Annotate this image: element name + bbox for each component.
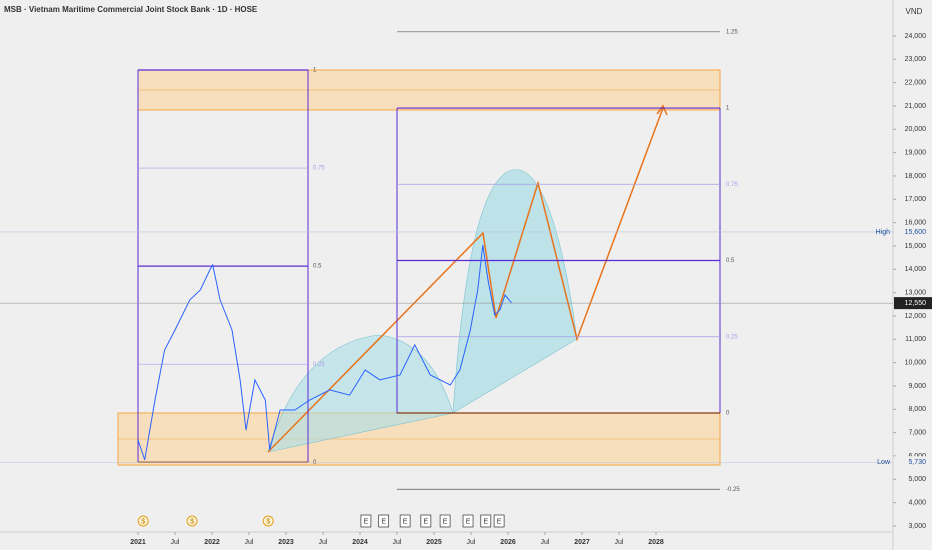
arrow-head (656, 104, 668, 116)
y-tick-label: 3,000 (908, 523, 926, 530)
earnings-marker (462, 514, 474, 528)
earnings-marker (378, 514, 390, 528)
fib-level-label: 0.25 (726, 334, 738, 340)
price-label: 12,550 (905, 300, 927, 307)
price-label-box (894, 225, 932, 238)
earnings-label: E (483, 518, 488, 525)
dividend-marker (137, 515, 149, 527)
y-tick-label: 8,000 (908, 406, 926, 413)
y-tick-label: 23,000 (905, 56, 927, 63)
y-tick-label: 4,000 (908, 499, 926, 506)
x-tick-label: 2023 (278, 539, 294, 546)
x-tick-label: Jul (319, 539, 328, 546)
earnings-marker (399, 514, 411, 528)
y-tick-label: 18,000 (905, 173, 927, 180)
dividend-marker (262, 515, 274, 527)
earnings-label: E (424, 518, 429, 525)
x-tick-label: Jul (393, 539, 402, 546)
price-label: 15,600 (905, 229, 927, 236)
y-tick-label: 12,000 (905, 313, 927, 320)
y-tick-label: 20,000 (905, 126, 927, 133)
projection-path (267, 107, 664, 453)
x-tick-label: 2025 (426, 539, 442, 546)
x-tick-label: Jul (245, 539, 254, 546)
fib-level-label: 0.75 (313, 166, 325, 172)
fib-level-label: 1 (313, 68, 317, 74)
y-tick-label: 16,000 (905, 219, 927, 226)
x-tick-label: 2021 (130, 539, 146, 546)
dividend-label: $ (266, 518, 270, 525)
earnings-marker (493, 514, 505, 528)
y-tick-label: 5,000 (908, 476, 926, 483)
currency-label: VND (906, 7, 923, 16)
dividend-marker (186, 515, 198, 527)
earnings-marker (420, 514, 432, 528)
fib-level-label: 0.5 (726, 258, 735, 264)
dividend-label: $ (190, 518, 194, 525)
fib-level-label: 1 (726, 106, 730, 112)
y-tick-label: 17,000 (905, 196, 927, 203)
x-tick-label: 2027 (574, 539, 590, 546)
x-tick-label: 2026 (500, 539, 516, 546)
x-tick-label: Jul (615, 539, 624, 546)
earnings-label: E (364, 518, 369, 525)
fib-level-label: 0 (313, 460, 317, 466)
price-label-box (894, 297, 932, 310)
y-tick-label: 22,000 (905, 79, 927, 86)
y-tick-label: 24,000 (905, 33, 927, 40)
earnings-label: E (497, 518, 502, 525)
fib-level-label: 0.25 (313, 362, 325, 368)
earnings-label: E (403, 518, 408, 525)
fib-level-label: 1.25 (726, 29, 738, 35)
x-tick-label: Jul (171, 539, 180, 546)
x-tick-label: Jul (467, 539, 476, 546)
y-tick-label: 21,000 (905, 103, 927, 110)
y-tick-label: 9,000 (908, 383, 926, 390)
earnings-label: E (466, 518, 471, 525)
x-tick-label: 2022 (204, 539, 220, 546)
x-tick-label: Jul (541, 539, 550, 546)
earnings-marker (480, 514, 492, 528)
earnings-label: E (381, 518, 386, 525)
price-label: 5,730 (908, 459, 926, 466)
fib-level-label: 0.5 (313, 264, 322, 270)
y-tick-label: 15,000 (905, 243, 927, 250)
y-tick-label: 10,000 (905, 359, 927, 366)
price-line (137, 244, 513, 461)
x-tick-label: 2024 (352, 539, 368, 546)
earnings-marker (360, 514, 372, 528)
y-tick-label: 14,000 (905, 266, 927, 273)
dividend-label: $ (141, 518, 145, 525)
y-tick-label: 11,000 (905, 336, 926, 343)
x-tick-label: 2028 (648, 539, 664, 546)
fib-level-label: 0 (726, 411, 730, 417)
fib-level-label: 0.75 (726, 182, 738, 188)
chart-title: MSB · Vietnam Maritime Commercial Joint … (4, 5, 258, 14)
price-label-box (894, 456, 932, 469)
price-tag: High (876, 229, 891, 236)
y-tick-label: 19,000 (905, 149, 927, 156)
earnings-label: E (443, 518, 448, 525)
y-tick-label: 7,000 (908, 429, 926, 436)
earnings-marker (439, 514, 451, 528)
y-tick-label: 13,000 (905, 289, 927, 296)
price-tag: Low (877, 459, 891, 466)
fib-level-label: -0.25 (726, 487, 740, 493)
